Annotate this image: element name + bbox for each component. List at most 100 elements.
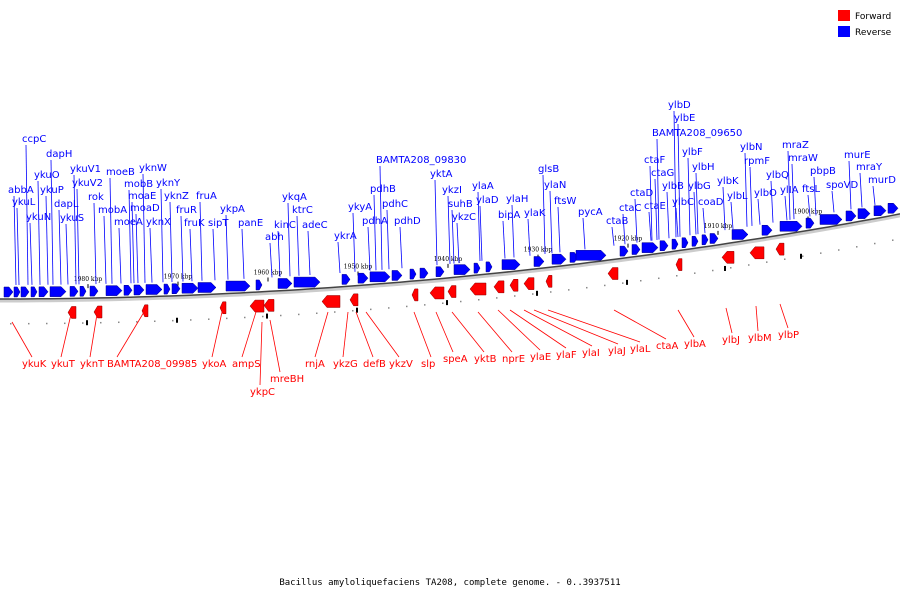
reverse-gene-label: ylbG bbox=[688, 181, 711, 192]
scale-dot bbox=[874, 242, 876, 245]
forward-gene-arrow bbox=[675, 258, 683, 271]
reverse-gene-label: spoVD bbox=[826, 180, 859, 191]
forward-leader-line bbox=[116, 311, 145, 358]
forward-gene-arrow bbox=[749, 246, 765, 260]
forward-gene-label: ykzG bbox=[333, 359, 358, 370]
scale-dot bbox=[712, 269, 714, 272]
reverse-leader-line bbox=[831, 190, 835, 213]
reverse-gene-label: ykrA bbox=[334, 231, 357, 242]
reverse-gene-label: ctaD bbox=[630, 188, 654, 199]
reverse-gene-arrow bbox=[3, 286, 14, 298]
scale-dot bbox=[118, 321, 120, 324]
reverse-gene-arrow bbox=[255, 279, 263, 291]
reverse-gene-arrow bbox=[293, 276, 321, 288]
reverse-gene-arrow bbox=[709, 233, 719, 244]
backbone-line bbox=[0, 213, 900, 300]
reverse-gene-arrow bbox=[671, 238, 679, 250]
scale-dot bbox=[496, 297, 498, 299]
tick-label: 1960 kbp bbox=[254, 269, 283, 276]
reverse-gene-label: pdhD bbox=[394, 216, 421, 227]
forward-gene-arrow bbox=[429, 286, 445, 300]
reverse-leader-line bbox=[65, 223, 69, 285]
reverse-gene-label: ctaB bbox=[606, 216, 629, 227]
forward-gene-label: ylaF bbox=[556, 350, 577, 361]
reverse-gene-label: mraW bbox=[788, 153, 818, 164]
reverse-gene-label: ctaC bbox=[619, 203, 642, 214]
reverse-leader-line bbox=[225, 214, 229, 280]
reverse-gene-arrow bbox=[805, 217, 815, 229]
reverse-gene-arrow bbox=[133, 284, 145, 296]
reverse-gene-label: mobB bbox=[124, 179, 153, 190]
scale-dot bbox=[82, 322, 84, 324]
reverse-leader-line bbox=[296, 215, 300, 276]
reverse-gene-label: adeC bbox=[302, 220, 328, 231]
reverse-gene-label: fruR bbox=[176, 205, 197, 216]
reverse-gene-label: kinC bbox=[274, 220, 296, 231]
forward-gene-label: nprE bbox=[502, 354, 525, 365]
reverse-gene-label: ylbC bbox=[672, 197, 694, 208]
tick-label: 1940 kbp bbox=[434, 256, 463, 263]
forward-gene-arrow bbox=[219, 301, 227, 315]
scale-dot bbox=[532, 293, 534, 295]
reverse-gene-label: ylbE bbox=[674, 113, 695, 124]
reverse-gene-arrow bbox=[681, 237, 689, 248]
forward-gene-label: ykoA bbox=[202, 359, 226, 370]
forward-gene-arrow bbox=[523, 277, 535, 290]
reverse-leader-line bbox=[25, 144, 29, 285]
scale-dot bbox=[766, 261, 768, 263]
reverse-gene-label: ykqA bbox=[282, 192, 307, 203]
reverse-leader-line bbox=[611, 226, 615, 246]
reverse-gene-arrow bbox=[435, 266, 445, 277]
reverse-leader-line bbox=[434, 179, 438, 266]
reverse-gene-label: pycA bbox=[578, 207, 603, 218]
reverse-gene-label: ykuV2 bbox=[72, 178, 103, 189]
forward-leader-line bbox=[269, 319, 281, 373]
reverse-leader-line bbox=[269, 242, 273, 278]
forward-gene-label: yknT bbox=[80, 359, 105, 370]
scale-dot bbox=[424, 304, 426, 306]
reverse-leader-line bbox=[807, 194, 811, 217]
reverse-leader-line bbox=[702, 207, 706, 234]
forward-gene-label: ylaJ bbox=[608, 346, 626, 357]
scale-dot bbox=[802, 255, 804, 257]
scale-dot bbox=[298, 313, 300, 316]
reverse-gene-arrow bbox=[641, 242, 659, 253]
reverse-leader-line bbox=[757, 198, 761, 225]
tick-label: 1910 kbp bbox=[704, 223, 733, 230]
tick-label: 1930 kbp bbox=[524, 247, 553, 254]
reverse-gene-arrow bbox=[163, 283, 171, 295]
forward-gene-arrow bbox=[493, 280, 505, 294]
reverse-leader-line bbox=[649, 165, 653, 241]
scale-dot bbox=[784, 258, 786, 260]
forward-gene-label: mreBH bbox=[270, 374, 304, 385]
tick-label: 1900 kbp bbox=[794, 208, 823, 215]
genome-caption: Bacillus amyloliquefaciens TA208, comple… bbox=[279, 578, 621, 588]
reverse-gene-label: BAMTA208_09830 bbox=[376, 155, 466, 166]
forward-leader-line bbox=[365, 311, 400, 358]
reverse-gene-arrow bbox=[181, 282, 199, 294]
scale-dot bbox=[64, 322, 66, 325]
reverse-leader-line bbox=[135, 213, 139, 284]
scale-dot bbox=[514, 295, 516, 297]
reverse-gene-arrow bbox=[453, 264, 471, 275]
forward-gene-arrow bbox=[411, 288, 419, 302]
backbone-shadow bbox=[0, 214, 900, 303]
reverse-leader-line bbox=[37, 180, 41, 285]
forward-leader-line bbox=[755, 305, 759, 332]
reverse-gene-arrow bbox=[857, 208, 871, 219]
reverse-gene-label: moeA bbox=[114, 217, 143, 228]
forward-leader-line bbox=[11, 321, 33, 358]
reverse-leader-line bbox=[477, 191, 481, 262]
reverse-gene-arrow bbox=[845, 210, 857, 222]
reverse-leader-line bbox=[527, 218, 531, 256]
reverse-gene-label: ylaK bbox=[524, 208, 546, 219]
reverse-leader-line bbox=[128, 189, 132, 284]
reverse-leader-line bbox=[109, 177, 113, 284]
forward-leader-line bbox=[613, 309, 667, 340]
reverse-gene-arrow bbox=[277, 278, 293, 289]
reverse-gene-label: mraY bbox=[856, 162, 883, 173]
forward-gene-arrow bbox=[447, 285, 457, 298]
forward-leader-line bbox=[211, 311, 223, 358]
reverse-leader-line bbox=[287, 202, 291, 277]
reverse-gene-label: fruA bbox=[196, 191, 217, 202]
